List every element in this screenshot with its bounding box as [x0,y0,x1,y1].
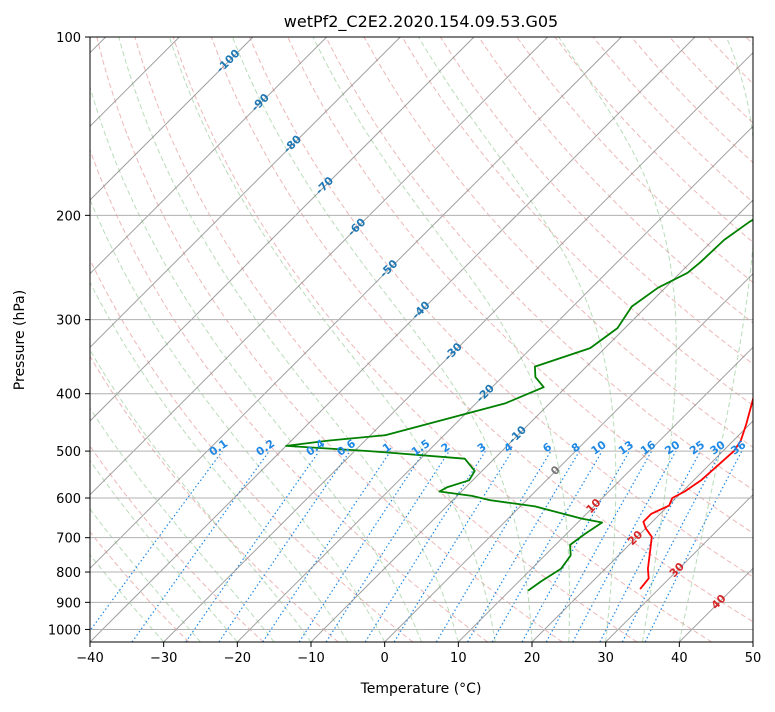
x-axis-label: Temperature (°C) [360,681,482,697]
y-tick-label: 300 [56,314,81,329]
y-tick-label: 100 [56,31,81,46]
x-tick-label: 40 [671,651,688,666]
x-tick-label: −20 [224,651,251,666]
y-tick-label: 600 [56,492,81,507]
y-tick-label: 200 [56,209,81,224]
x-tick-label: −40 [76,651,103,666]
x-tick-label: 30 [597,651,614,666]
y-tick-label: 400 [56,388,81,403]
y-tick-label: 1000 [48,623,81,638]
x-tick-label: 20 [524,651,541,666]
y-tick-label: 500 [56,445,81,460]
y-tick-label: 900 [56,596,81,611]
chart-title: wetPf2_C2E2.2020.154.09.53.G05 [284,12,558,32]
x-tick-label: 0 [381,651,389,666]
x-tick-label: 50 [745,651,762,666]
y-tick-label: 700 [56,532,81,547]
x-tick-label: −30 [150,651,177,666]
y-tick-label: 800 [56,566,81,581]
x-tick-label: 10 [450,651,467,666]
x-tick-label: −10 [297,651,324,666]
y-axis-label: Pressure (hPa) [12,290,28,390]
